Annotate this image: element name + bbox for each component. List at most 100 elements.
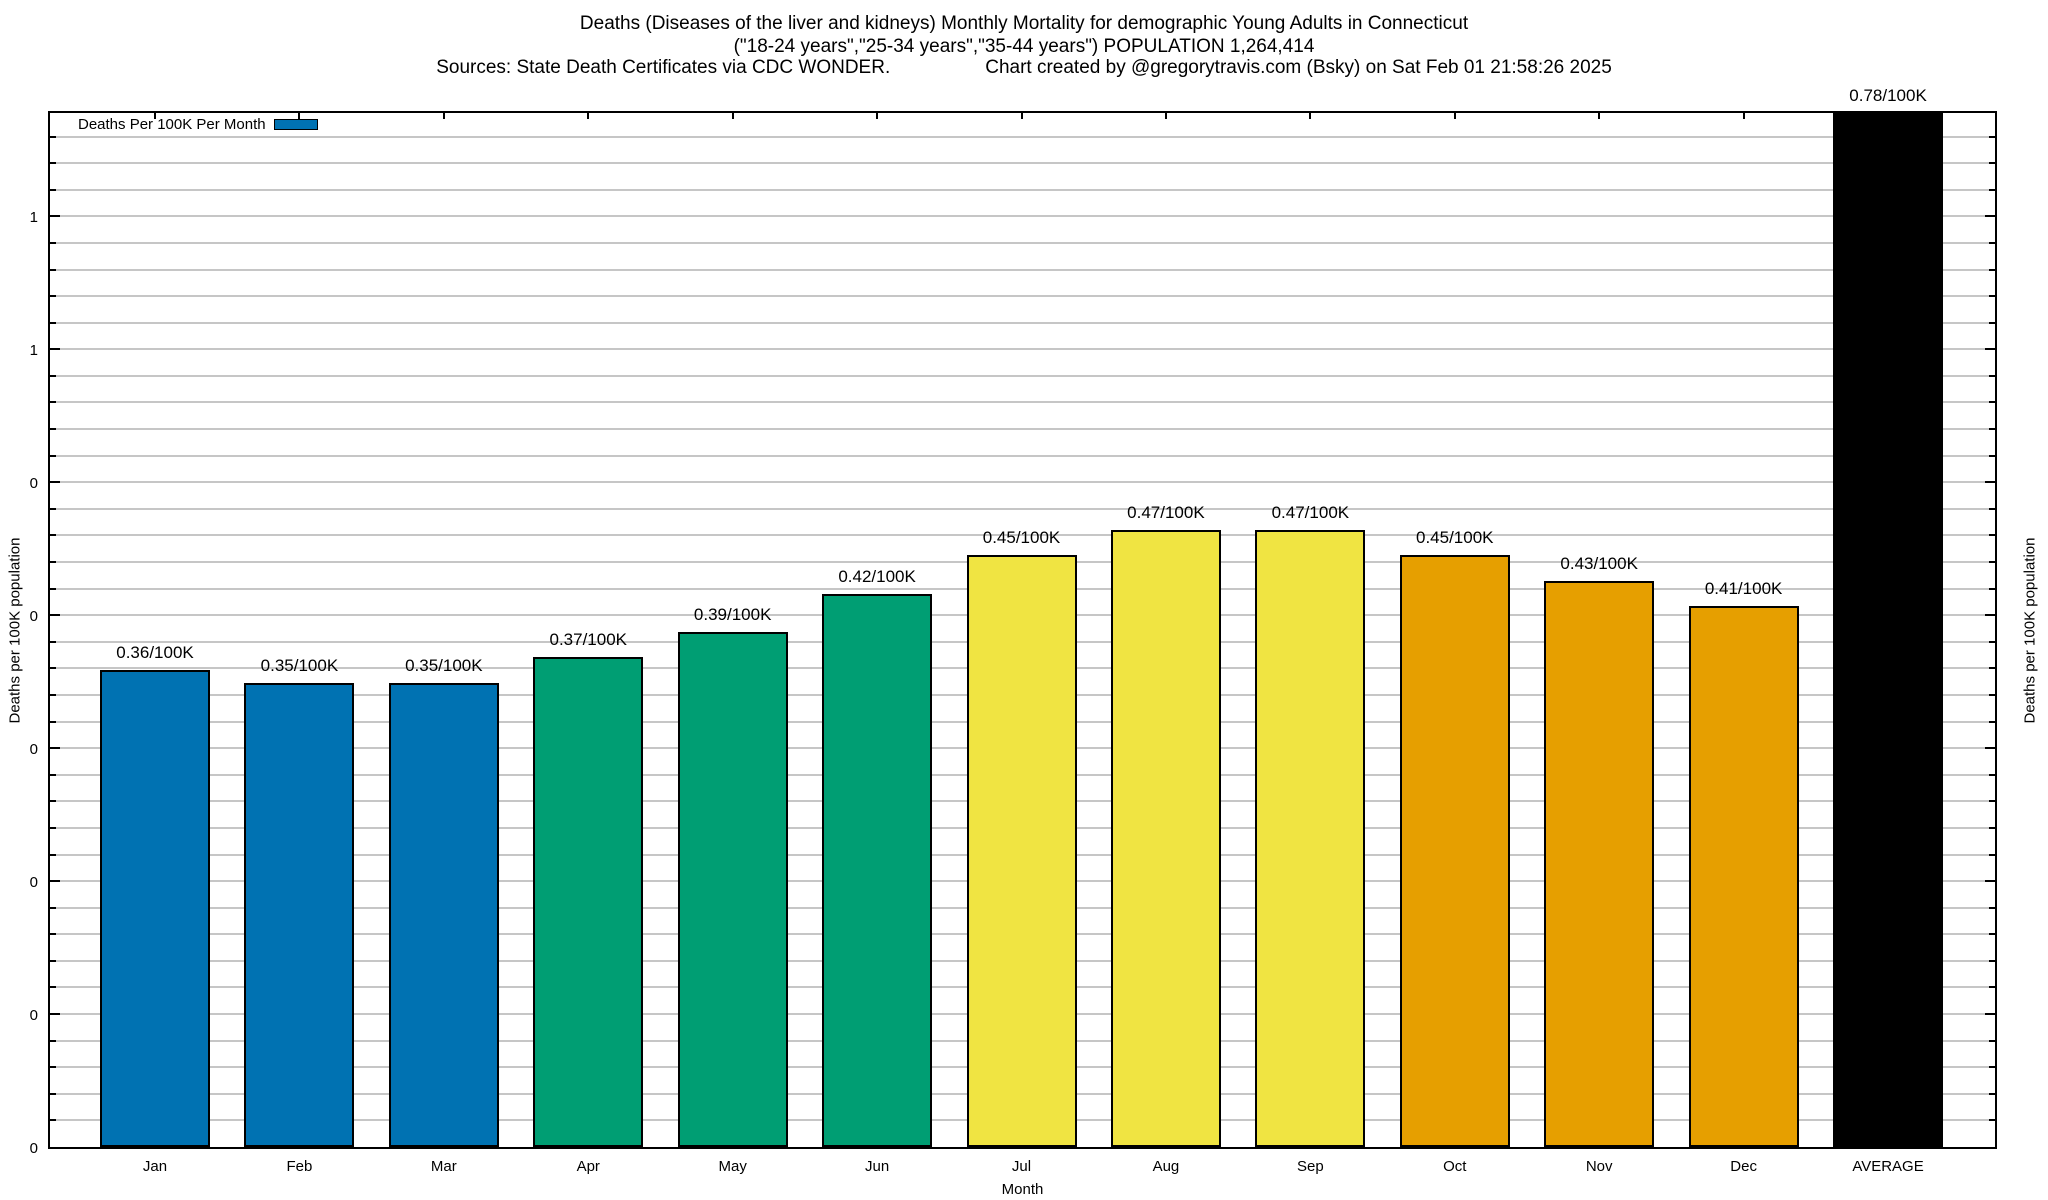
bar	[1833, 113, 1944, 1147]
y-major-tick	[50, 747, 60, 750]
y-minor-tick	[50, 188, 56, 191]
x-tick-mark-top	[298, 113, 301, 119]
bar	[1255, 530, 1366, 1147]
y-minor-tick	[50, 1039, 56, 1042]
y-minor-tick	[1989, 959, 1995, 962]
bar	[677, 632, 788, 1147]
x-tick-mark-top	[1020, 113, 1023, 119]
y-minor-tick	[50, 534, 56, 537]
y-minor-tick	[1989, 693, 1995, 696]
y-minor-tick	[1989, 1092, 1995, 1095]
y-minor-tick	[1989, 640, 1995, 643]
y-minor-tick	[50, 640, 56, 643]
y-minor-tick	[1989, 853, 1995, 856]
y-minor-tick	[50, 853, 56, 856]
gridline	[50, 507, 1995, 510]
y-axis-title-right: Deaths per 100K population	[2021, 537, 2039, 724]
y-minor-tick	[1989, 321, 1995, 324]
bar	[822, 594, 933, 1147]
chart-sources-text: Sources: State Death Certificates via CD…	[436, 57, 891, 78]
y-tick-label: 0	[29, 1140, 38, 1157]
x-tick-label: AVERAGE	[1852, 1158, 1924, 1175]
y-minor-tick	[1989, 720, 1995, 723]
bar-value-label: 0.43/100K	[1560, 554, 1638, 573]
y-minor-tick	[1989, 241, 1995, 244]
y-minor-tick	[1989, 986, 1995, 989]
y-tick-label: 0	[29, 1007, 38, 1025]
y-minor-tick	[50, 906, 56, 909]
bar	[388, 683, 499, 1147]
x-tick-label: Aug	[1152, 1158, 1180, 1175]
y-minor-tick	[1989, 800, 1995, 803]
x-tick-mark-top	[1309, 113, 1312, 119]
y-major-tick	[1985, 1013, 1995, 1016]
x-tick-label: Jun	[865, 1158, 890, 1175]
y-minor-tick	[50, 986, 56, 989]
gridline	[50, 241, 1995, 244]
bar-value-label: 0.39/100K	[693, 605, 772, 624]
y-minor-tick	[1989, 401, 1995, 404]
y-tick-label: 1	[29, 342, 38, 360]
x-tick-label: Mar	[430, 1158, 457, 1175]
bar	[100, 670, 210, 1147]
legend-series-label: Deaths Per 100K Per Month	[78, 116, 266, 133]
y-tick-label: 0	[29, 475, 38, 493]
y-tick-label: 0	[29, 608, 38, 626]
bar-value-label: 0.35/100K	[405, 656, 483, 675]
y-minor-tick	[1989, 188, 1995, 191]
y-major-tick	[1985, 614, 1995, 617]
y-minor-tick	[50, 959, 56, 962]
chart-title-line2: ("18-24 years","25-34 years","35-44 year…	[733, 36, 1315, 57]
x-tick-label: Sep	[1297, 1158, 1324, 1175]
y-major-tick	[50, 348, 60, 351]
y-minor-tick	[50, 454, 56, 457]
y-minor-tick	[50, 428, 56, 431]
chart-title-line3: Sources: State Death Certificates via CD…	[0, 57, 2048, 79]
x-tick-mark-top	[587, 113, 590, 119]
gridline	[50, 188, 1995, 191]
y-minor-tick	[1989, 428, 1995, 431]
bar-value-label: 0.47/100K	[1271, 503, 1350, 522]
y-minor-tick	[50, 773, 56, 776]
bar-value-label: 0.47/100K	[1127, 503, 1205, 522]
bar-value-label: 0.78/100K	[1849, 86, 1927, 105]
x-tick-mark-top	[1598, 113, 1601, 119]
x-tick-mark-top	[1742, 113, 1745, 119]
y-minor-tick	[50, 507, 56, 510]
y-minor-tick	[1989, 561, 1995, 564]
y-minor-tick	[50, 162, 56, 165]
y-major-tick	[50, 880, 60, 883]
y-minor-tick	[1989, 587, 1995, 590]
y-minor-tick	[1989, 826, 1995, 829]
y-minor-tick	[50, 693, 56, 696]
y-minor-tick	[1989, 295, 1995, 298]
bar-value-label: 0.37/100K	[549, 630, 627, 649]
legend-color-swatch	[273, 119, 318, 130]
gridline	[50, 348, 1995, 351]
bar	[1544, 581, 1655, 1147]
bar-value-label: 0.45/100K	[982, 528, 1061, 547]
gridline	[50, 295, 1995, 298]
x-tick-mark-top	[442, 113, 445, 119]
y-tick-label: 0	[29, 874, 38, 892]
bar-value-label: 0.41/100K	[1704, 579, 1783, 598]
gridline	[50, 321, 1995, 324]
y-minor-tick	[50, 667, 56, 670]
y-minor-tick	[1989, 162, 1995, 165]
gridline	[50, 135, 1995, 138]
gridline	[50, 401, 1995, 404]
y-minor-tick	[50, 1066, 56, 1069]
y-major-tick	[50, 614, 60, 617]
x-tick-mark-top	[154, 113, 156, 119]
y-major-tick	[1985, 747, 1995, 750]
y-minor-tick	[1989, 454, 1995, 457]
bar-value-label: 0.45/100K	[1416, 528, 1494, 547]
bar	[533, 657, 644, 1147]
y-major-tick	[1985, 880, 1995, 883]
y-minor-tick	[50, 321, 56, 324]
y-minor-tick	[50, 268, 56, 271]
gridline	[50, 481, 1995, 484]
y-minor-tick	[1989, 135, 1995, 138]
y-minor-tick	[1989, 1119, 1995, 1122]
